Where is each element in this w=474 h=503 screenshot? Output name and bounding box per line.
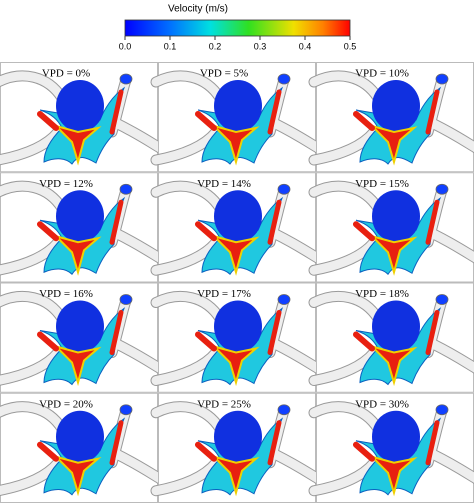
colorbar-tick-label: 0.0 — [119, 41, 132, 51]
panel: VPD = 25% — [156, 392, 318, 503]
panel-label: VPD = 30% — [355, 398, 409, 410]
panel-label: VPD = 17% — [197, 288, 251, 300]
panel: VPD = 12% — [0, 172, 160, 283]
panel: VPD = 14% — [156, 172, 318, 283]
panel-label: VPD = 16% — [39, 288, 93, 300]
panel: VPD = 20% — [0, 392, 160, 503]
colorbar — [124, 19, 351, 37]
colorbar-tick-label: 0.1 — [164, 41, 177, 51]
panel-label: VPD = 25% — [197, 398, 251, 410]
colorbar-title: Velocity (m/s) — [168, 4, 228, 15]
colorbar-tick-label: 0.5 — [344, 41, 357, 51]
panel: VPD = 10% — [314, 62, 474, 173]
panel-label: VPD = 12% — [39, 178, 93, 190]
colorbar-tick-label: 0.4 — [299, 41, 312, 51]
panel: VPD = 16% — [0, 282, 160, 393]
panel-label: VPD = 14% — [197, 178, 251, 190]
panel: VPD = 15% — [314, 172, 474, 283]
panel: VPD = 30% — [314, 392, 474, 503]
panel-label: VPD = 0% — [42, 68, 90, 80]
colorbar-tick-label: 0.3 — [254, 41, 267, 51]
panel: VPD = 5% — [156, 62, 318, 173]
panel: VPD = 0% — [0, 62, 160, 173]
panel: VPD = 18% — [314, 282, 474, 393]
panel-label: VPD = 15% — [355, 178, 409, 190]
panel: VPD = 17% — [156, 282, 318, 393]
panel-label: VPD = 5% — [200, 68, 248, 80]
panel-label: VPD = 20% — [39, 398, 93, 410]
panel-label: VPD = 10% — [355, 68, 409, 80]
panel-label: VPD = 18% — [355, 288, 409, 300]
colorbar-tick-label: 0.2 — [209, 41, 222, 51]
